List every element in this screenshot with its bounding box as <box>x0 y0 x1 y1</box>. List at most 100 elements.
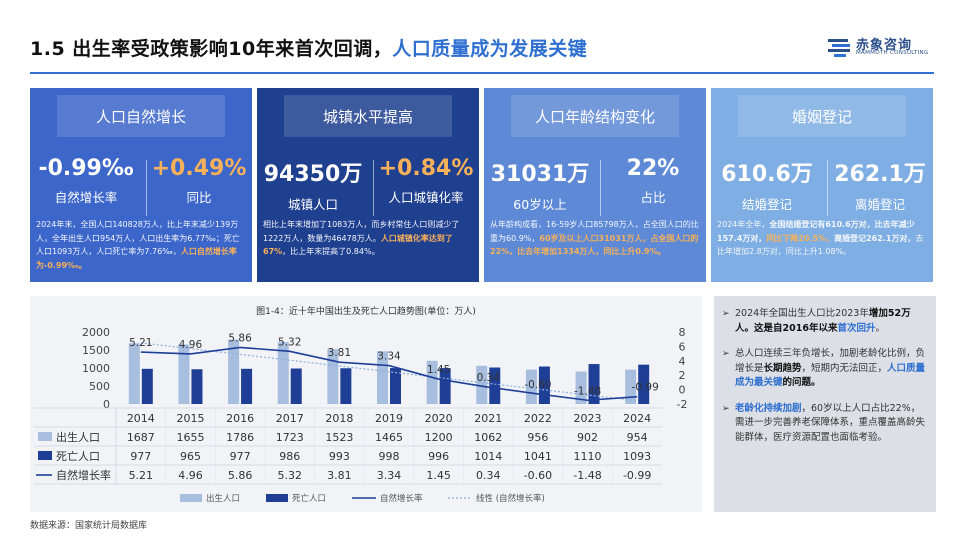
stat-urbanization-rate: +0.84% 人口城镇化率 <box>378 156 474 205</box>
rate-data-label: 5.32 <box>278 336 301 348</box>
table-marker-birth <box>38 432 52 441</box>
x-tick-label: 2016 <box>226 412 254 425</box>
rate-data-label: 3.81 <box>328 347 351 359</box>
legend-label: 线性 (自然增长率) <box>476 493 545 504</box>
rate-data-label: 3.34 <box>377 351 401 363</box>
bullet-arrow-icon: ➢ <box>722 349 730 359</box>
legend-marker-birth <box>180 494 202 502</box>
card-title: 婚姻登记 <box>738 95 906 137</box>
y-right-tick-label: 6 <box>679 340 686 353</box>
table-cell: 4.96 <box>178 469 203 482</box>
table-cell: 1723 <box>276 431 304 444</box>
legend-label: 出生人口 <box>206 493 240 504</box>
table-cell: 986 <box>279 450 300 463</box>
bar-death <box>538 366 550 404</box>
table-cell: 1655 <box>176 431 204 444</box>
table-cell: 1465 <box>375 431 403 444</box>
table-cell: 1523 <box>325 431 353 444</box>
logo-text-cn: 赤象咨询 <box>856 38 913 53</box>
y-right-tick-label: 0 <box>679 384 686 397</box>
rate-data-label: 1.45 <box>427 364 450 376</box>
table-cell: 3.34 <box>377 469 402 482</box>
stat-marriage: 610.6万 结婚登记 <box>721 162 813 212</box>
bar-death <box>489 367 501 404</box>
card-title: 人口年龄结构变化 <box>511 95 679 137</box>
x-tick-label: 2019 <box>375 412 403 425</box>
table-cell: 1014 <box>474 450 502 463</box>
table-cell: 1786 <box>226 431 254 444</box>
insight-bullet: ➢ 老龄化持续加剧，60岁以上人口占比22%，需进一步完善养老保障体系，重点覆盖高… <box>722 402 926 446</box>
page-title-highlight: 人口质量成为发展关键 <box>392 38 588 60</box>
table-cell: 998 <box>379 450 400 463</box>
x-tick-label: 2023 <box>574 412 602 425</box>
trend-line <box>140 342 638 402</box>
brand-logo: 赤象咨询 MAMMOTH CONSULTING <box>826 34 934 60</box>
card-description: 相比上年末增加了1083万人，而乡村常住人口则减少了1222万人，数量为4647… <box>263 220 460 256</box>
title-divider <box>30 72 934 74</box>
table-cell: 977 <box>230 450 251 463</box>
table-cell: 996 <box>428 450 449 463</box>
logo-mark-icon <box>828 39 850 57</box>
bar-death <box>241 368 253 404</box>
x-tick-label: 2020 <box>425 412 453 425</box>
bar-birth <box>178 344 190 404</box>
rate-data-label: 4.96 <box>179 339 203 351</box>
card-marriage: 婚姻登记 610.6万 结婚登记 262.1万 离婚登记 2024年全年，全国结… <box>711 88 933 282</box>
table-cell: 1041 <box>524 450 552 463</box>
birth-death-chart: 图1-4：近十年中国出生及死亡人口趋势图(单位：万人) 0 500 1000 1500 2… <box>34 305 688 504</box>
stat-divider <box>600 160 601 216</box>
stat-over-60: 31031万 60岁以上 <box>490 162 590 212</box>
card-description: 2024年末，全国人口140828万人，比上年末减少139万人，全年出生人口95… <box>36 220 240 270</box>
table-cell: 954 <box>627 431 648 444</box>
bullet-text: 老龄化持续加剧，60岁以上人口占比22%，需进一步完善养老保障体系，重点覆盖高龄… <box>735 402 926 443</box>
legend-label: 自然增长率 <box>380 493 423 504</box>
stat-divider <box>146 160 147 216</box>
bullet-text: 2024年全国出生人口比2023年增加52万人。这是自2016年以来首次回升。 <box>735 308 911 334</box>
y-right-tick-label: 2 <box>679 369 686 382</box>
y-left-tick-label: 1500 <box>82 344 110 357</box>
bar-death <box>141 368 153 404</box>
bar-birth <box>525 369 537 404</box>
rate-data-label: -0.60 <box>524 379 551 391</box>
bar-birth <box>277 341 289 404</box>
stat-share: 22% 占比 <box>626 156 680 205</box>
bullet-arrow-icon: ➢ <box>722 403 730 414</box>
bar-death <box>290 368 302 404</box>
card-title: 城镇水平提高 <box>284 95 452 137</box>
x-tick-label: 2021 <box>474 412 502 425</box>
bar-birth <box>426 360 438 404</box>
bar-death <box>638 364 650 404</box>
legend-label: 死亡人口 <box>292 493 326 504</box>
y-right-tick-label: 8 <box>679 326 686 339</box>
x-tick-label: 2024 <box>623 412 651 425</box>
bullet-arrow-icon: ➢ <box>722 309 730 319</box>
card-natural-growth: 人口自然增长 -0.99‰ 自然增长率 +0.49% 同比 2024年末，全国人… <box>30 88 252 282</box>
table-cell: -0.60 <box>524 469 552 482</box>
bar-birth <box>377 351 388 404</box>
card-description: 从年龄构成看，16-59岁人口85798万人，占全国人口的比重为60.9%，60… <box>490 220 699 256</box>
y-left-tick-label: 500 <box>89 380 110 393</box>
bar-birth <box>625 369 637 404</box>
y-left-tick-label: 0 <box>103 398 110 411</box>
rate-data-label: -1.48 <box>574 385 601 397</box>
table-marker-death <box>38 451 52 460</box>
bar-birth <box>575 371 587 404</box>
bar-birth <box>128 343 140 404</box>
stat-urban-population: 94350万 城镇人口 <box>263 162 363 212</box>
table-cell: 0.34 <box>476 469 501 482</box>
bullet-text: 总人口连续三年负增长，加剧老龄化比例，负增长是长期趋势，短期内无法回正，人口质量… <box>735 348 926 388</box>
bar-birth <box>476 365 488 404</box>
table-row-label: 出生人口 <box>56 430 100 444</box>
card-age-structure: 人口年龄结构变化 31031万 60岁以上 22% 占比 从年龄构成看，16-5… <box>484 88 706 282</box>
table-cell: 977 <box>130 450 151 463</box>
stat-natural-growth-rate: -0.99‰ 自然增长率 <box>38 156 134 205</box>
insight-bullet: ➢ 2024年全国出生人口比2023年增加52万人。这是自2016年以来首次回升。 <box>722 307 926 336</box>
y-right-tick-label: -2 <box>677 398 688 411</box>
rate-data-label: 5.86 <box>228 332 252 344</box>
rate-data-label: -0.99 <box>632 382 659 394</box>
bar-death <box>390 368 401 404</box>
rate-data-label: 5.21 <box>129 337 152 349</box>
table-cell: 5.21 <box>129 469 154 482</box>
table-cell: 1687 <box>127 431 155 444</box>
page-title: 1.5 出生率受政策影响10年来首次回调，人口质量成为发展关键 <box>30 38 588 60</box>
